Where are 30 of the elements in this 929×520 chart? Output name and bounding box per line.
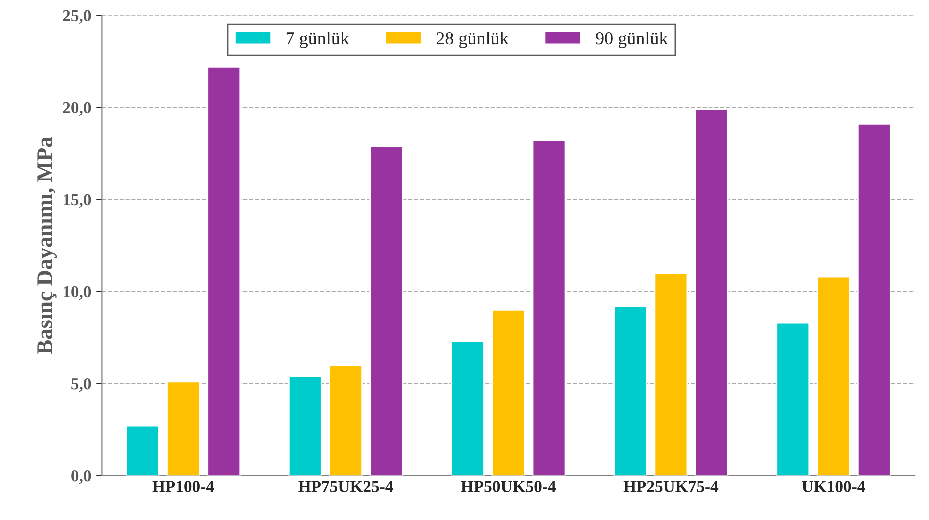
y-tick-label: 15,0 (64, 194, 92, 208)
legend-label: 28 günlük (436, 32, 509, 48)
bar (126, 425, 160, 476)
y-tick-label: 20,0 (63, 102, 92, 116)
x-tick-label: HP100-4 (152, 481, 214, 492)
legend-label: 90 günlük (596, 32, 668, 48)
x-tick-label: HP50UK50-4 (461, 481, 556, 492)
bar (694, 108, 729, 476)
bar (776, 322, 810, 476)
y-tick-label: 0,0 (72, 470, 92, 484)
y-tick-label: 25,0 (63, 10, 92, 24)
legend-label: 7 günlük (286, 32, 350, 48)
bar (288, 376, 322, 476)
x-tick-label: HP25UK75-4 (624, 481, 719, 492)
x-tick-label: UK100-4 (802, 481, 866, 492)
bar (329, 364, 364, 476)
y-tick-label: 10,0 (64, 286, 92, 300)
bar (816, 276, 851, 476)
bar (857, 124, 892, 476)
bar (166, 381, 200, 476)
bar (207, 66, 242, 476)
bar (492, 309, 526, 476)
bar (654, 272, 688, 476)
bar (614, 306, 648, 476)
bar (532, 140, 566, 476)
x-tick-label: HP75UK25-4 (298, 481, 394, 492)
bar (370, 146, 404, 476)
bar (451, 340, 485, 476)
y-tick-label: 5,0 (72, 378, 92, 392)
y-axis-title: Basınç Dayanımı, MPa (38, 137, 58, 354)
